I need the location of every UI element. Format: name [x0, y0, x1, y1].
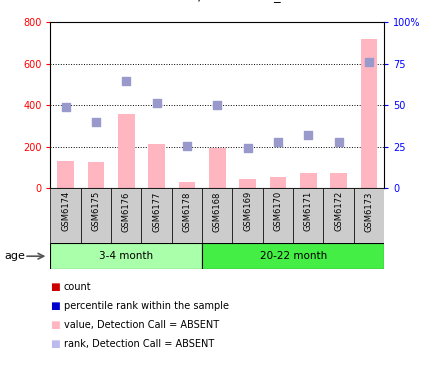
Text: age: age	[4, 251, 25, 261]
Text: ■: ■	[50, 301, 60, 311]
Bar	[360, 39, 376, 188]
Bar	[323, 188, 353, 243]
Text: GSM6177: GSM6177	[152, 191, 161, 232]
Bar	[329, 173, 346, 188]
Text: percentile rank within the sample: percentile rank within the sample	[64, 301, 228, 311]
Bar	[201, 188, 232, 243]
Point	[244, 145, 251, 151]
Bar	[262, 188, 293, 243]
Bar	[50, 243, 201, 269]
Point	[213, 102, 220, 108]
Bar	[232, 188, 262, 243]
Text: value, Detection Call = ABSENT: value, Detection Call = ABSENT	[64, 320, 218, 330]
Text: rank, Detection Call = ABSENT: rank, Detection Call = ABSENT	[64, 339, 213, 350]
Bar	[239, 179, 255, 188]
Bar	[111, 188, 141, 243]
Text: GSM6175: GSM6175	[91, 191, 100, 231]
Point	[364, 59, 371, 64]
Bar	[353, 188, 383, 243]
Point	[123, 78, 130, 84]
Point	[183, 143, 190, 149]
Point	[153, 100, 160, 106]
Point	[62, 104, 69, 110]
Text: 3-4 month: 3-4 month	[99, 251, 153, 261]
Text: GSM6173: GSM6173	[364, 191, 373, 232]
Bar	[57, 161, 74, 188]
Bar	[269, 177, 286, 188]
Bar	[208, 148, 225, 188]
Text: ■: ■	[50, 339, 60, 350]
Bar	[178, 182, 195, 188]
Bar	[293, 188, 323, 243]
Text: GSM6168: GSM6168	[212, 191, 221, 232]
Text: GDS399 / AF008650_at: GDS399 / AF008650_at	[140, 0, 293, 2]
Text: GSM6171: GSM6171	[303, 191, 312, 231]
Bar	[50, 188, 81, 243]
Point	[274, 139, 281, 145]
Text: GSM6176: GSM6176	[121, 191, 131, 232]
Bar	[171, 188, 201, 243]
Text: GSM6178: GSM6178	[182, 191, 191, 232]
Text: ■: ■	[50, 320, 60, 330]
Bar	[148, 144, 165, 188]
Point	[304, 132, 311, 138]
Point	[334, 139, 341, 145]
Bar	[141, 188, 171, 243]
Point	[92, 119, 99, 125]
Bar	[299, 173, 316, 188]
Bar	[201, 243, 383, 269]
Text: GSM6172: GSM6172	[333, 191, 343, 231]
Text: ■: ■	[50, 282, 60, 292]
Text: GSM6169: GSM6169	[243, 191, 251, 231]
Bar	[88, 163, 104, 188]
Text: 20-22 month: 20-22 month	[259, 251, 326, 261]
Bar	[118, 113, 134, 188]
Text: GSM6170: GSM6170	[273, 191, 282, 231]
Text: GSM6174: GSM6174	[61, 191, 70, 231]
Bar	[81, 188, 111, 243]
Text: count: count	[64, 282, 91, 292]
